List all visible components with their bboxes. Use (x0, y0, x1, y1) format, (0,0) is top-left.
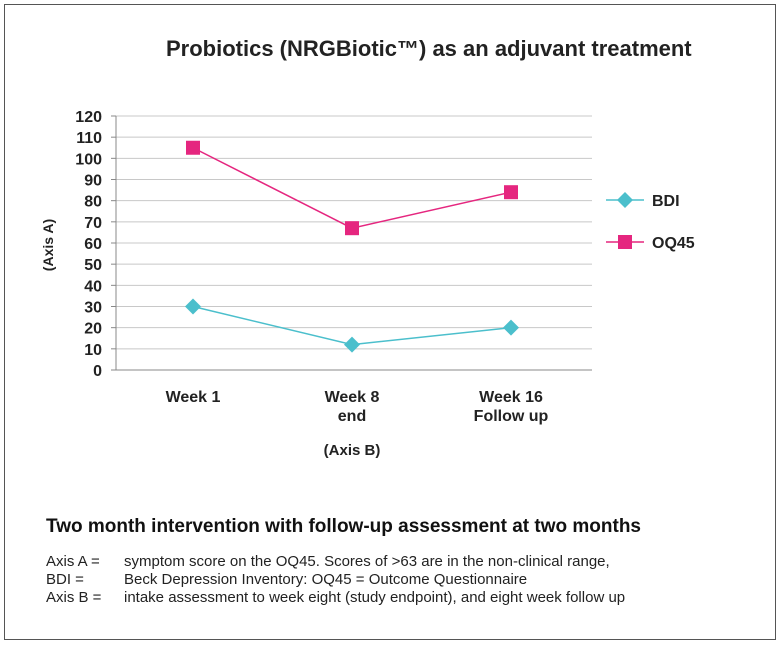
legend-label: OQ45 (652, 235, 695, 252)
legend-marker (617, 192, 633, 208)
y-tick-label: 120 (75, 109, 102, 126)
note-row: Axis B = intake assessment to week eight… (46, 589, 625, 607)
x-tick-label: Week 1 (166, 389, 221, 406)
y-tick-label: 50 (84, 257, 102, 274)
y-tick-label: 20 (84, 321, 102, 338)
data-point-oq45 (504, 185, 518, 200)
data-point-bdi (344, 336, 360, 353)
x-tick-label-line: Week 1 (166, 389, 221, 406)
notes: Axis A = symptom score on the OQ45. Scor… (46, 553, 625, 607)
note-key: Axis B = (46, 589, 102, 606)
note-row: BDI = Beck Depression Inventory: OQ45 = … (46, 571, 625, 589)
legend-marker (618, 235, 632, 249)
note-row: Axis A = symptom score on the OQ45. Scor… (46, 553, 625, 571)
y-tick-label: 40 (84, 278, 102, 295)
y-tick-label: 90 (84, 173, 102, 190)
x-tick-label: Week 16 Follow up (474, 389, 549, 425)
data-point-oq45 (186, 140, 200, 155)
note-key: BDI = (46, 571, 84, 588)
data-point-bdi (503, 319, 519, 336)
note-text: intake assessment to week eight (study e… (124, 589, 626, 606)
legend-label: BDI (652, 193, 680, 210)
y-tick-label: 80 (84, 194, 102, 211)
y-tick-label: 0 (93, 363, 102, 380)
y-axis: 0 10 20 30 40 50 60 70 80 90 100 110 120 (75, 109, 117, 380)
note-key: Axis A = (46, 553, 100, 570)
data-point-bdi (185, 298, 201, 315)
y-tick-label: 100 (75, 151, 102, 168)
y-tick-label: 60 (84, 236, 102, 253)
data-point-oq45 (345, 221, 359, 236)
y-tick-label: 70 (84, 215, 102, 232)
y-tick-label: 10 (84, 342, 102, 359)
x-axis-label: (Axis B) (324, 442, 381, 459)
series-line-oq45 (192, 147, 512, 229)
x-tick-label-line: Week 8 (325, 389, 380, 406)
chart-subtitle: Two month intervention with follow-up as… (46, 516, 641, 537)
x-tick-label: Week 8 end (325, 389, 380, 425)
y-tick-label: 110 (76, 130, 102, 147)
series-layer (185, 140, 519, 353)
chart-title: Probiotics (NRGBiotic™) as an adjuvant t… (166, 36, 692, 61)
note-text: symptom score on the OQ45. Scores of >63… (124, 553, 610, 570)
note-text: Beck Depression Inventory: OQ45 = Outcom… (124, 571, 528, 588)
x-tick-label-line: end (338, 408, 366, 425)
x-tick-label-line: Follow up (474, 408, 549, 425)
x-axis: Week 1 Week 8 end Week 16 Follow up (116, 369, 592, 425)
x-tick-label-line: Week 16 (479, 389, 543, 406)
legend: BDI OQ45 (606, 192, 695, 252)
y-axis-label: (Axis A) (40, 219, 56, 271)
figure-frame (4, 4, 776, 640)
y-tick-label: 30 (84, 300, 102, 317)
